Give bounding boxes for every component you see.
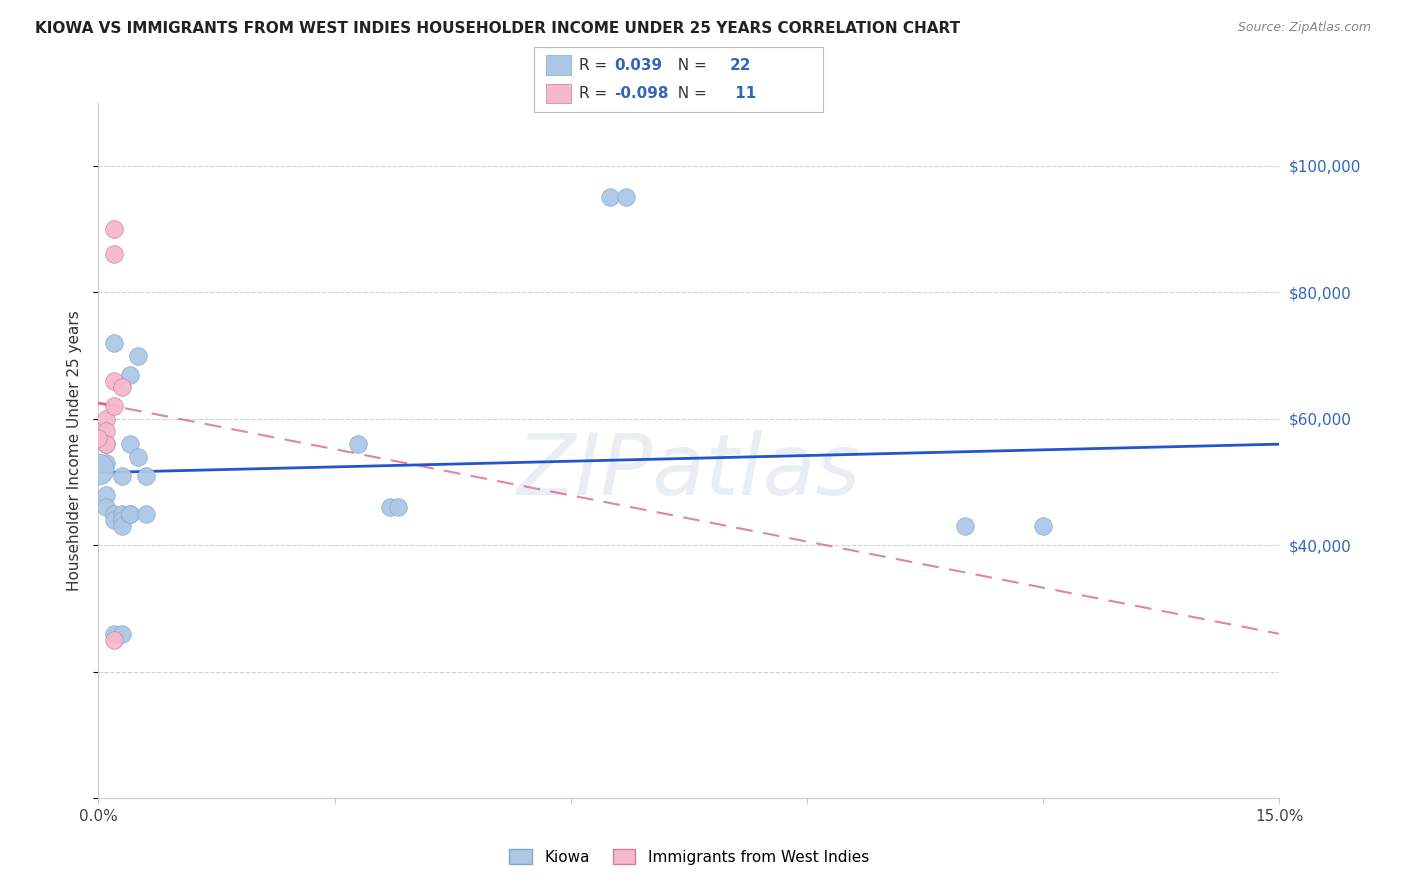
Point (103, 374, 125, 388)
Text: N =: N = (668, 86, 711, 101)
Point (103, 335, 125, 350)
Point (96, 437, 118, 451)
Point (599, 190, 621, 204)
Text: R =: R = (579, 58, 613, 73)
Point (96, 412, 118, 426)
Point (103, 513, 125, 527)
Point (378, 500, 401, 515)
Point (87, 462, 110, 476)
Point (135, 468, 157, 483)
Point (614, 190, 637, 204)
Point (127, 349, 149, 363)
Point (347, 437, 370, 451)
Point (111, 507, 134, 521)
Point (118, 507, 141, 521)
Point (111, 468, 134, 483)
Point (118, 368, 141, 382)
Text: Source: ZipAtlas.com: Source: ZipAtlas.com (1237, 21, 1371, 34)
Point (87, 431, 110, 445)
Point (135, 507, 157, 521)
Point (111, 627, 134, 641)
Text: -0.098: -0.098 (614, 86, 669, 101)
Point (96, 488, 118, 502)
Text: ZIPatlas: ZIPatlas (517, 430, 860, 513)
Point (103, 247, 125, 261)
Point (118, 437, 141, 451)
Point (96, 437, 118, 451)
Point (953, 519, 976, 533)
Text: 11: 11 (730, 86, 756, 101)
Point (96, 456, 118, 470)
Point (103, 507, 125, 521)
Point (103, 627, 125, 641)
Text: N =: N = (668, 58, 711, 73)
Y-axis label: Householder Income Under 25 years: Householder Income Under 25 years (67, 310, 83, 591)
Point (387, 500, 409, 515)
Point (103, 399, 125, 413)
Text: R =: R = (579, 86, 613, 101)
Text: KIOWA VS IMMIGRANTS FROM WEST INDIES HOUSEHOLDER INCOME UNDER 25 YEARS CORRELATI: KIOWA VS IMMIGRANTS FROM WEST INDIES HOU… (35, 21, 960, 36)
Point (96, 500, 118, 515)
Legend: Kiowa, Immigrants from West Indies: Kiowa, Immigrants from West Indies (503, 843, 875, 871)
Point (96, 425, 118, 439)
Text: 22: 22 (730, 58, 751, 73)
Point (111, 380, 134, 394)
Point (118, 507, 141, 521)
Point (103, 633, 125, 648)
Point (127, 450, 149, 464)
Point (103, 222, 125, 236)
Point (111, 513, 134, 527)
Point (111, 519, 134, 533)
Text: 0.039: 0.039 (614, 58, 662, 73)
Point (1032, 519, 1054, 533)
